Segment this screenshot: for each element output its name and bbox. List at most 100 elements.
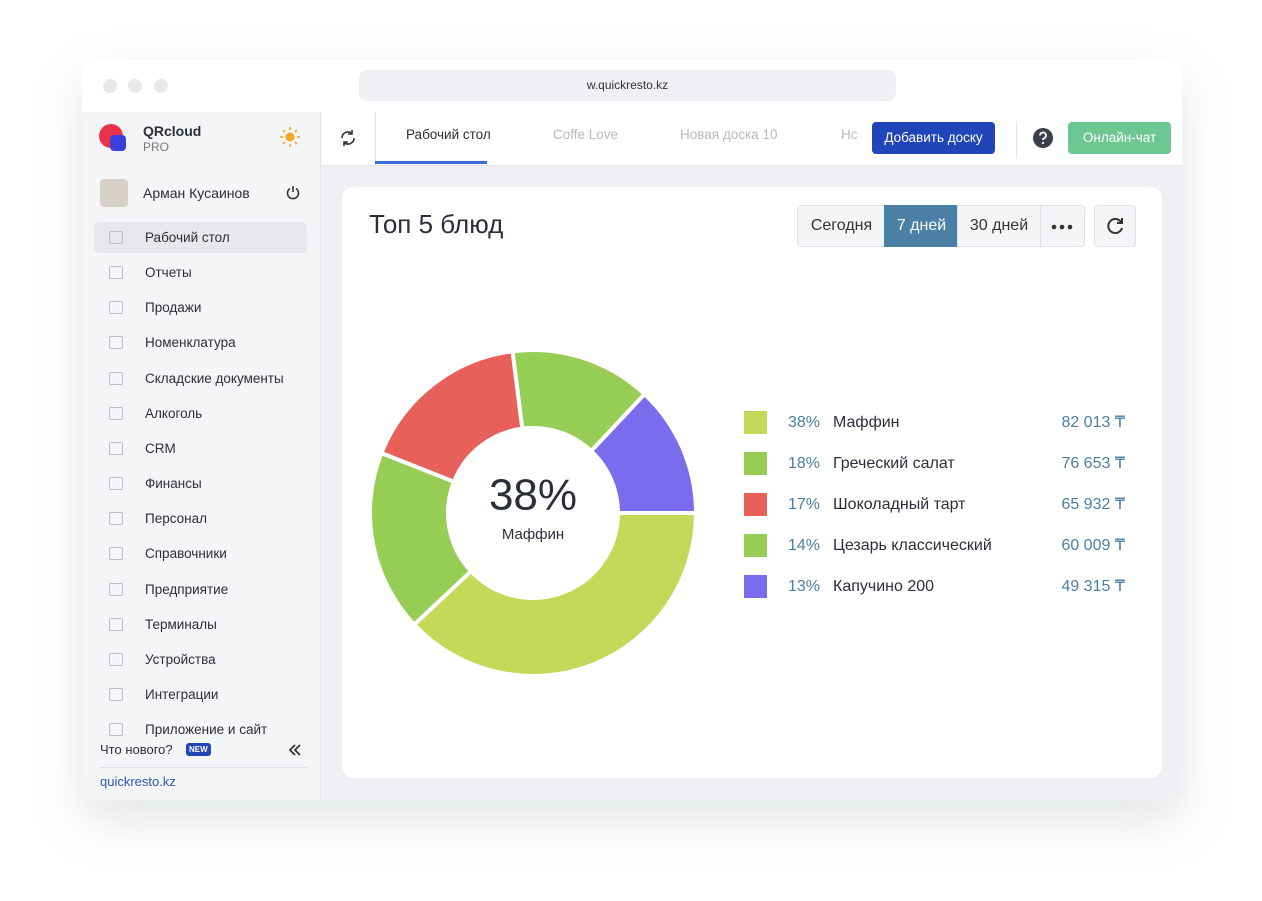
menu-item[interactable]: Персонал — [94, 503, 307, 534]
menu-label: Устройства — [145, 651, 216, 667]
menu-item[interactable]: Приложение и сайт — [94, 714, 307, 745]
menu-label: Складские документы — [145, 370, 284, 386]
refresh-icon — [1107, 218, 1123, 235]
more-button[interactable] — [1039, 205, 1085, 247]
menu-label: Алкоголь — [145, 405, 203, 421]
more-icon — [1051, 224, 1073, 230]
tab[interactable]: Новая доска 10 — [680, 127, 778, 142]
menu-icon — [109, 547, 123, 561]
legend-percent: 13% — [788, 578, 820, 595]
window-dot — [103, 79, 117, 93]
legend-percent: 38% — [788, 414, 820, 431]
menu-label: CRM — [145, 440, 176, 456]
menu-item[interactable]: Устройства — [94, 644, 307, 675]
period-button[interactable]: 7 дней — [884, 205, 959, 247]
legend-name: Цезарь классический — [833, 537, 992, 554]
menu-label: Приложение и сайт — [145, 722, 268, 738]
menu-item[interactable]: Терминалы — [94, 609, 307, 640]
theme-toggle[interactable] — [280, 127, 300, 147]
tab[interactable]: Нс — [841, 127, 858, 142]
plan: PRO — [143, 140, 170, 154]
divider — [1016, 122, 1017, 158]
menu-label: Персонал — [145, 511, 207, 527]
widget-title: Топ 5 блюд — [369, 209, 504, 239]
legend-swatch — [744, 452, 767, 475]
tab[interactable]: Рабочий стол — [406, 127, 491, 142]
menu-icon — [109, 371, 123, 385]
legend-percent: 14% — [788, 537, 820, 554]
legend-name: Капучино 200 — [833, 578, 934, 595]
menu-item[interactable]: Предприятие — [94, 574, 307, 605]
avatar — [100, 179, 128, 207]
menu-icon — [109, 477, 123, 491]
title-bar: w.quickresto.kz — [82, 60, 1182, 112]
menu-icon — [109, 336, 123, 350]
menu-label: Отчеты — [145, 265, 192, 281]
brand: QRcloud — [143, 123, 202, 139]
menu-label: Справочники — [145, 546, 227, 562]
legend-amount: 60 009 ₸ — [1061, 537, 1125, 554]
menu-label: Предприятие — [145, 581, 229, 597]
logout-icon[interactable] — [286, 185, 300, 200]
legend-swatch — [744, 493, 767, 516]
donut-segment — [378, 349, 525, 485]
collapse-icon[interactable] — [288, 744, 302, 756]
divider — [375, 112, 376, 165]
menu-item[interactable]: Продажи — [94, 292, 307, 323]
menu-item[interactable]: Рабочий стол — [94, 222, 307, 253]
user-name: Арман Кусаинов — [143, 185, 250, 201]
tab[interactable]: Coffe Love — [553, 127, 619, 142]
period-button[interactable]: 30 дней — [957, 205, 1041, 247]
menu-item[interactable]: Справочники — [94, 538, 307, 569]
menu-label: Продажи — [145, 300, 202, 316]
site-link[interactable]: quickresto.kz — [100, 774, 176, 789]
menu-item[interactable]: Номенклатура — [94, 327, 307, 358]
new-badge: NEW — [186, 743, 211, 756]
legend-swatch — [744, 534, 767, 557]
period-button[interactable]: Сегодня — [797, 205, 886, 247]
menu-label: Рабочий стол — [145, 230, 230, 245]
menu-icon — [109, 512, 123, 526]
add-board-button[interactable]: Добавить доску — [872, 122, 995, 154]
legend-amount: 82 013 ₸ — [1061, 414, 1125, 431]
chart: 38% Маффин 38% Маффин 82 013 ₸ 18% Греческий с… — [368, 348, 1126, 678]
active-tab-indicator — [375, 161, 487, 164]
refresh-button[interactable] — [1094, 205, 1136, 247]
donut-segment — [411, 511, 699, 678]
window-dot — [128, 79, 142, 93]
center-value: 38% — [489, 471, 577, 520]
menu-item[interactable]: Алкоголь — [94, 398, 307, 429]
menu-item[interactable]: Складские документы — [94, 363, 307, 394]
logo — [99, 124, 126, 151]
address-bar[interactable]: w.quickresto.kz — [359, 70, 896, 101]
menu-icon — [109, 266, 123, 280]
menu-label: Финансы — [145, 476, 202, 492]
menu-icon — [109, 687, 123, 701]
sidebar: QRcloud PRO Арман Кусаинов Что нового? N… — [82, 112, 321, 800]
legend-amount: 76 653 ₸ — [1061, 455, 1125, 472]
menu-icon — [109, 231, 123, 244]
sync-icon[interactable] — [339, 129, 357, 147]
menu-icon — [109, 652, 123, 666]
whats-new[interactable]: Что нового? — [100, 742, 173, 757]
legend-swatch — [744, 411, 767, 434]
legend-percent: 17% — [788, 496, 820, 513]
legend-percent: 18% — [788, 455, 820, 472]
menu-item[interactable]: CRM — [94, 433, 307, 464]
menu-item[interactable]: Интеграции — [94, 679, 307, 710]
menu-icon — [109, 441, 123, 455]
widget-card: Топ 5 блюд 38% Маффин 38% Маффин 82 013 ₸ 18%… — [342, 187, 1162, 778]
chat-button[interactable]: Онлайн-чат — [1068, 122, 1171, 154]
menu-icon — [109, 301, 123, 315]
legend-name: Шоколадный тарт — [833, 496, 966, 513]
donut-segment — [588, 391, 699, 515]
legend-amount: 65 932 ₸ — [1061, 496, 1125, 513]
menu-label: Терминалы — [145, 616, 217, 632]
browser-window: w.quickresto.kz QRcloud PRO Арман Кусаин… — [82, 60, 1182, 800]
menu-icon — [109, 582, 123, 596]
menu-item[interactable]: Финансы — [94, 468, 307, 499]
menu-item[interactable]: Отчеты — [94, 257, 307, 288]
help-icon[interactable] — [1033, 128, 1053, 148]
legend-amount: 49 315 ₸ — [1061, 578, 1125, 595]
